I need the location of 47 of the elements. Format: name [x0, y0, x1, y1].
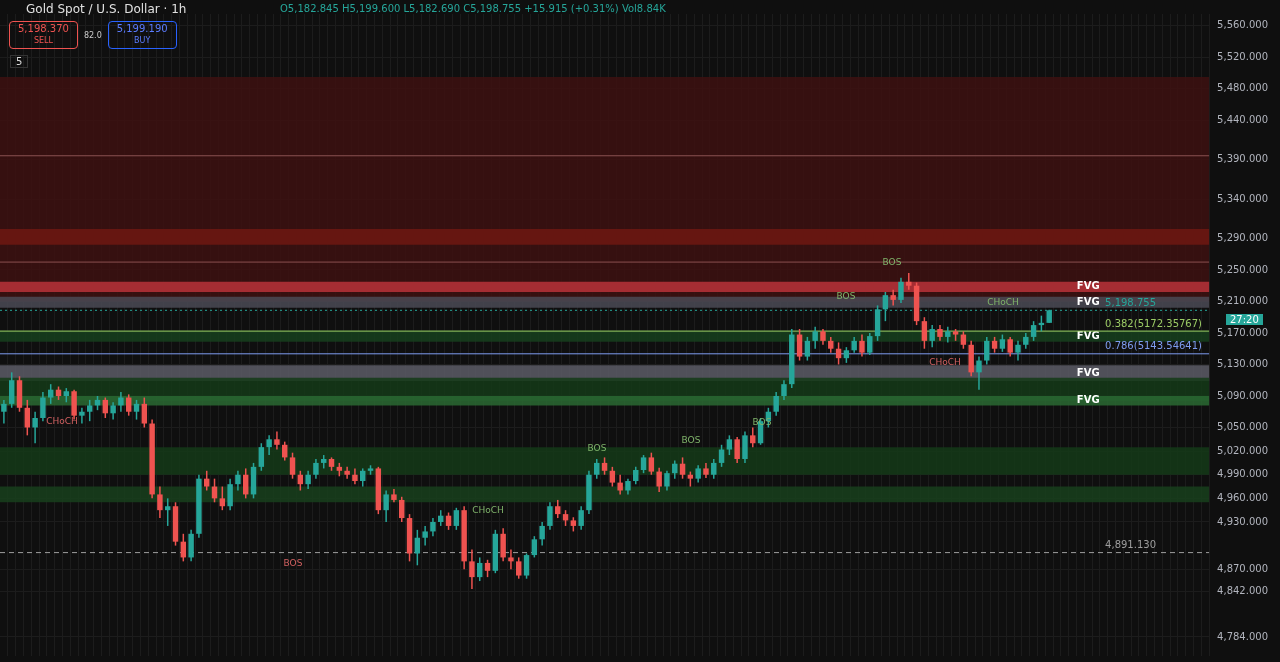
band-label: FVG — [1076, 295, 1100, 307]
annotation: BOS — [882, 257, 902, 267]
annotation: CHoCH — [987, 297, 1019, 307]
annotation: 5 — [10, 55, 29, 68]
chart-subtitle: O5,182.845 H5,199.600 L5,182.690 C5,198.755 +15.915 (+0.31%) Vol8.84K — [280, 3, 666, 14]
y-tick-label: 5,480.000 — [1217, 82, 1269, 94]
ref-line-label: 0.382(5172.35767) — [1105, 317, 1203, 329]
ref-line-label: 0.786(5143.54641) — [1105, 340, 1203, 352]
annotation: SELL — [32, 35, 54, 47]
annotation: 5,199.190 — [116, 23, 168, 35]
y-tick-label: 4,990.000 — [1217, 468, 1269, 480]
annotation: BOS — [681, 435, 701, 445]
y-tick-label: 4,870.000 — [1217, 562, 1269, 574]
y-tick-label: 5,290.000 — [1217, 232, 1269, 244]
y-tick-label: 5,560.000 — [1217, 19, 1269, 31]
ref-line-label: 4,891.130 — [1105, 539, 1157, 551]
y-tick-label: 4,930.000 — [1217, 515, 1269, 527]
band-label: FVG — [1076, 280, 1100, 292]
y-tick-label: 5,440.000 — [1217, 113, 1269, 125]
y-tick-label: 5,090.000 — [1217, 389, 1269, 401]
y-tick-label: 5,050.000 — [1217, 421, 1269, 433]
annotation: 5,198.370 — [18, 23, 69, 35]
band-label: FVG — [1076, 329, 1100, 341]
y-tick-label: 5,250.000 — [1217, 263, 1269, 275]
band-label: FVG — [1076, 366, 1100, 378]
y-tick-label: 5,520.000 — [1217, 50, 1269, 62]
y-tick-label: 4,842.000 — [1217, 584, 1269, 596]
y-tick-label: 5,130.000 — [1217, 358, 1269, 370]
band-label: FVG — [1076, 394, 1100, 406]
text: 27:20 — [1226, 314, 1263, 325]
y-tick-label: 5,170.000 — [1217, 326, 1269, 338]
annotation: 82.0 — [83, 30, 102, 40]
annotation: BOS — [283, 558, 303, 568]
annotation: BOS — [836, 291, 856, 301]
annotation: BUY — [133, 35, 152, 47]
ref-line-label: 5,198.755 — [1105, 296, 1157, 308]
annotation: BOS — [587, 443, 607, 453]
y-tick-label: 5,210.000 — [1217, 295, 1269, 307]
annotation: CHoCH — [929, 357, 961, 367]
y-tick-label: 4,784.000 — [1217, 630, 1269, 642]
y-tick-label: 5,390.000 — [1217, 153, 1269, 165]
y-tick-label: 5,340.000 — [1217, 192, 1269, 204]
y-tick-label: 5,020.000 — [1217, 444, 1269, 456]
annotation: CHoCH — [46, 416, 78, 426]
y-tick-label: 4,960.000 — [1217, 491, 1269, 503]
chart-title: Gold Spot / U.S. Dollar · 1h — [26, 2, 187, 16]
annotation: CHoCH — [472, 505, 504, 515]
